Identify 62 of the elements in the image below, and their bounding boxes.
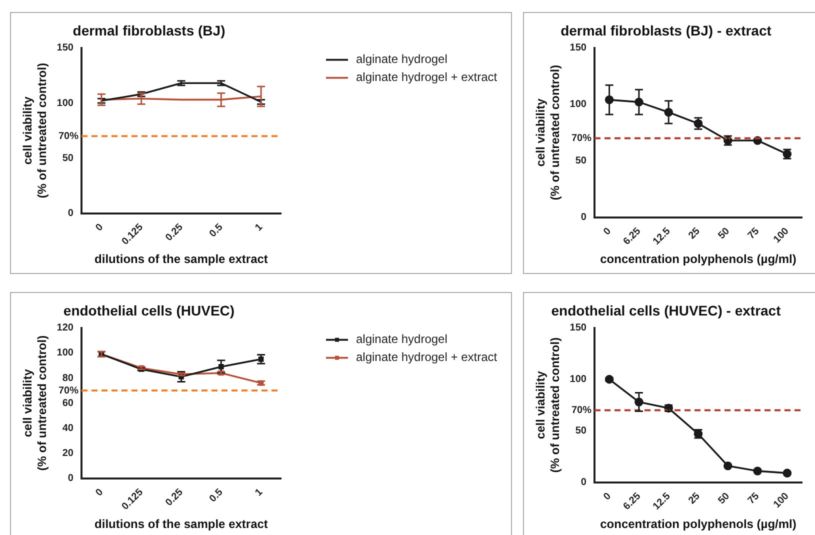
- point: [723, 461, 732, 470]
- y-tick-label: 0: [580, 212, 587, 224]
- chart-title: dermal fibroblasts (BJ): [72, 22, 226, 38]
- x-tick-label: 75: [746, 226, 762, 242]
- y-tick-label: 80: [62, 372, 74, 384]
- x-tick-label: 100: [772, 490, 792, 510]
- x-tick-label: 0.5: [208, 486, 226, 505]
- ref-line-label: 70%: [571, 404, 592, 416]
- ref-line-label: 70%: [571, 132, 592, 144]
- y-axis-title: cell viability (% of untreated control): [20, 335, 49, 471]
- legend-label: alginate hydrogel + extract: [356, 70, 498, 84]
- legend-label: alginate hydrogel: [356, 52, 448, 66]
- y-axis-title: cell viability (% of untreated control): [20, 62, 49, 198]
- y-tick-label: 100: [570, 99, 587, 110]
- y-axis-title: cell viability (% of untreated control): [534, 64, 562, 200]
- y-tick-label: 50: [575, 426, 587, 437]
- point: [782, 468, 792, 478]
- x-tick-label: 0.25: [164, 222, 186, 244]
- x-tick-label: 0: [94, 486, 106, 499]
- point: [753, 466, 762, 476]
- x-tick-label: 75: [746, 490, 762, 507]
- x-tick-label: 1: [253, 486, 266, 499]
- x-tick-label: 100: [772, 226, 792, 246]
- x-tick-label: 0.5: [208, 222, 226, 240]
- chart-title: dermal fibroblasts (BJ) - extract: [560, 22, 772, 38]
- y-tick-label: 100: [56, 348, 74, 359]
- x-tick-label: 25: [686, 226, 703, 242]
- y-tick-label: 40: [62, 422, 74, 434]
- x-tick-label: 0: [94, 222, 106, 234]
- y-tick-label: 50: [62, 152, 74, 164]
- chart-title: endothelial cells (HUVEC) - extract: [551, 302, 782, 318]
- ref-line-label: 70%: [58, 130, 79, 142]
- y-tick-label: 0: [68, 208, 74, 220]
- x-tick-label: 1: [253, 222, 266, 234]
- x-axis-title: concentration polyphenols (µg/ml): [600, 252, 796, 266]
- y-tick-label: 60: [62, 398, 74, 409]
- x-tick-label: 50: [716, 226, 732, 242]
- x-tick-label: 25: [686, 490, 703, 507]
- y-tick-label: 120: [56, 322, 74, 334]
- y-tick-label: 100: [570, 374, 587, 386]
- y-tick-label: 20: [62, 448, 74, 460]
- legend-label: alginate hydrogel + extract: [356, 350, 498, 364]
- y-tick-label: 150: [56, 42, 74, 54]
- y-tick-label: 100: [56, 98, 74, 109]
- y-axis-title: cell viability (% of untreated control): [534, 337, 562, 473]
- y-tick-label: 0: [580, 477, 587, 488]
- y-tick-label: 50: [575, 156, 587, 167]
- x-axis-title: concentration polyphenols (µg/ml): [600, 517, 796, 532]
- ref-line-label: 70%: [58, 385, 79, 396]
- chart-title: endothelial cells (HUVEC): [63, 302, 235, 318]
- x-axis-title: dilutions of the sample extract: [94, 517, 268, 532]
- y-tick-label: 0: [68, 473, 74, 484]
- x-tick-label: 0.25: [164, 486, 186, 508]
- x-tick-label: 0: [602, 490, 614, 503]
- x-tick-label: 50: [716, 490, 732, 507]
- y-tick-label: 150: [570, 322, 587, 334]
- x-tick-label: 6.25: [621, 226, 644, 248]
- x-tick-label: 0: [602, 226, 614, 238]
- x-axis-title: dilutions of the sample extract: [94, 252, 268, 266]
- x-tick-label: 6.25: [621, 490, 644, 512]
- y-tick-label: 150: [570, 42, 587, 54]
- legend-label: alginate hydrogel: [356, 332, 448, 346]
